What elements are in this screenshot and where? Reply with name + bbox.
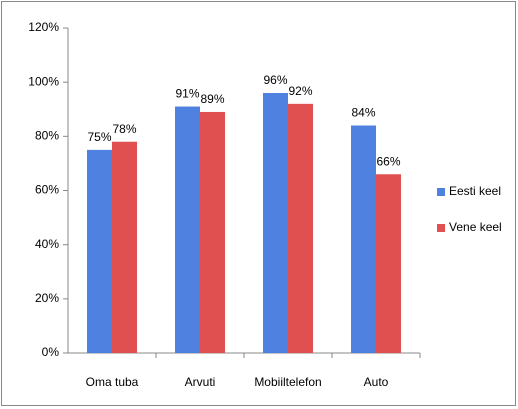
bar <box>376 174 401 353</box>
y-tick-label: 80% <box>35 129 59 143</box>
bar <box>87 149 112 353</box>
y-tick-label: 120% <box>28 20 59 34</box>
bar <box>351 125 376 353</box>
value-label: 91% <box>175 87 199 101</box>
value-label: 92% <box>288 84 312 98</box>
x-tick-label: Auto <box>364 375 389 389</box>
bar <box>200 111 225 353</box>
bar <box>175 106 200 354</box>
bar <box>263 93 288 353</box>
x-tick-label: Mobiiltelefon <box>254 375 321 389</box>
y-tick-label: 0% <box>42 345 60 359</box>
y-tick-label: 40% <box>35 237 59 251</box>
y-tick-label: 20% <box>35 291 59 305</box>
legend-swatch <box>437 188 445 196</box>
y-tick-label: 100% <box>28 74 59 88</box>
bar <box>112 141 137 353</box>
x-tick-label: Arvuti <box>185 375 216 389</box>
value-label: 96% <box>263 73 287 87</box>
value-label: 84% <box>351 106 375 120</box>
legend-swatch <box>437 224 445 232</box>
value-label: 89% <box>200 92 224 106</box>
bar <box>288 103 313 353</box>
legend-label: Eesti keel <box>449 184 501 198</box>
value-label: 75% <box>87 130 111 144</box>
y-tick-label: 60% <box>35 183 59 197</box>
value-label: 66% <box>376 154 400 168</box>
legend-label: Vene keel <box>449 220 502 234</box>
x-tick-label: Oma tuba <box>86 375 139 389</box>
value-label: 78% <box>112 122 136 136</box>
